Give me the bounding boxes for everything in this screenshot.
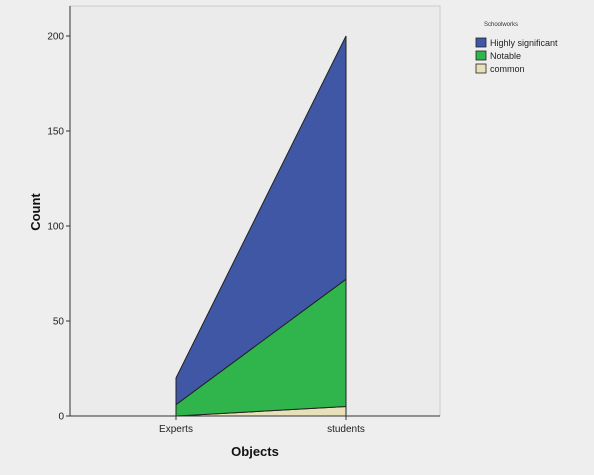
legend-label-notable: Notable	[490, 51, 521, 61]
area-series-group	[175, 35, 347, 417]
x-tick-label: Experts	[159, 424, 193, 435]
legend-swatch-common	[475, 63, 487, 74]
y-tick-label: 200	[47, 32, 64, 43]
legend-swatch-notable	[475, 50, 487, 61]
legend: Schoolworks Highly significant Notable com…	[475, 22, 558, 74]
legend-title: Schoolworks	[484, 22, 518, 28]
y-tick-label: 150	[47, 127, 64, 138]
y-axis: 0 50 100 150 200	[47, 6, 71, 423]
y-tick-label: 0	[58, 412, 64, 423]
y-tick-label: 100	[47, 222, 64, 233]
y-tick-label: 50	[53, 317, 65, 328]
legend-label-highly-significant: Highly significant	[490, 38, 558, 48]
x-axis-title: Objects	[231, 444, 279, 459]
legend-swatch-highly-significant	[475, 37, 487, 48]
y-axis-title: Count	[28, 193, 43, 231]
legend-label-common: common	[490, 64, 525, 74]
x-tick-label: students	[327, 424, 365, 435]
x-axis: Experts students	[70, 415, 440, 435]
area-highly-significant	[175, 35, 347, 406]
